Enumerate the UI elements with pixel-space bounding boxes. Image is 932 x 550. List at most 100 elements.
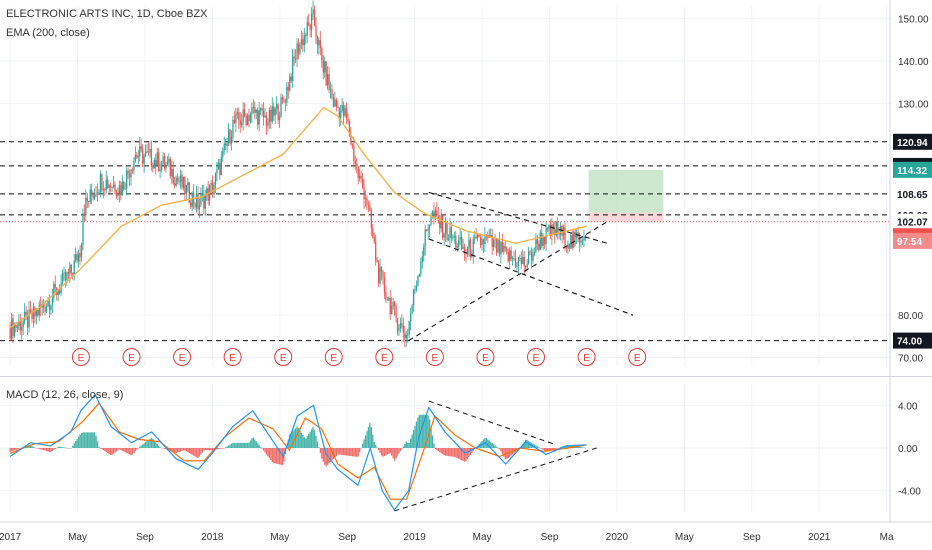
candle	[551, 217, 553, 246]
candle	[131, 167, 134, 174]
macd-histogram-bar	[98, 446, 100, 448]
macd-histogram-bar	[577, 446, 579, 448]
macd-tick-label: -4.00	[898, 487, 921, 498]
candle-body	[526, 263, 528, 268]
candle	[456, 243, 458, 252]
macd-histogram-bar	[377, 448, 380, 451]
macd-histogram-bar	[369, 422, 371, 448]
candle	[152, 162, 154, 173]
candle	[455, 230, 457, 252]
candle	[292, 48, 294, 88]
earnings-circle	[71, 348, 90, 366]
candle	[220, 151, 222, 176]
macd-histogram-bar	[15, 448, 17, 450]
macd-histogram-bar	[324, 448, 326, 465]
candle-body	[136, 154, 138, 158]
candle-body	[198, 205, 201, 210]
candle-body	[430, 216, 432, 225]
candle	[373, 232, 375, 245]
candle	[134, 146, 137, 163]
candle	[24, 303, 26, 325]
candle-body	[153, 160, 155, 169]
macd-histogram-bar	[391, 448, 393, 456]
candle-body	[51, 297, 54, 305]
candle	[510, 246, 512, 262]
candle	[265, 112, 268, 136]
candle	[386, 296, 389, 301]
candle-body	[207, 188, 209, 201]
macd-histogram-bar	[321, 448, 323, 459]
candle	[171, 160, 173, 184]
candle	[318, 37, 320, 55]
candle-body	[60, 283, 62, 294]
candle-body	[490, 235, 492, 237]
macd-histogram-bar	[261, 448, 263, 449]
candle	[405, 331, 407, 348]
candle-body	[517, 257, 520, 267]
candle	[327, 66, 329, 90]
candle-body	[107, 179, 109, 188]
candle-body	[463, 246, 466, 253]
candle	[217, 158, 220, 170]
candle-body	[294, 58, 297, 60]
candle-body	[372, 228, 374, 237]
candle-body	[471, 255, 473, 257]
candle-body	[417, 276, 419, 287]
macd-histogram-bar	[29, 444, 32, 448]
macd-histogram-bar	[67, 448, 70, 449]
candle-body	[22, 321, 24, 327]
candle-body	[420, 262, 422, 275]
candle-body	[242, 109, 244, 123]
macd-histogram-bar	[159, 447, 161, 448]
candle	[421, 251, 423, 269]
candle	[477, 233, 479, 242]
candle	[370, 207, 372, 236]
candle-body	[446, 223, 448, 240]
macd-histogram-bar	[541, 448, 543, 449]
macd-histogram-bar	[163, 448, 166, 449]
macd-histogram-bar	[246, 442, 249, 448]
candle	[321, 46, 323, 68]
macd-histogram-bar	[299, 430, 301, 448]
candle	[525, 265, 527, 273]
candle-body	[380, 267, 383, 272]
candle	[548, 224, 550, 235]
macd-histogram-bar	[497, 447, 499, 449]
earnings-circle	[274, 348, 293, 366]
macd-histogram-bar	[174, 448, 176, 453]
candle	[407, 328, 409, 343]
macd-histogram-bar	[216, 448, 218, 450]
candle-body	[245, 116, 247, 126]
candle	[99, 170, 102, 198]
candle-body	[341, 105, 343, 111]
candle-body	[302, 39, 304, 46]
macd-histogram-bar	[185, 448, 188, 452]
candle-body	[373, 236, 375, 242]
candle-body	[385, 291, 387, 300]
macd-histogram-bar	[460, 448, 463, 461]
candle	[229, 129, 231, 146]
candle	[303, 27, 305, 53]
macd-histogram-bar	[258, 445, 260, 448]
candle	[393, 301, 396, 316]
candle-body	[32, 307, 35, 319]
candle-body	[182, 176, 185, 188]
candle-body	[434, 210, 437, 217]
candle-body	[548, 224, 550, 230]
candle	[469, 237, 472, 261]
candle-body	[410, 313, 412, 322]
candle-body	[440, 215, 442, 229]
candle	[104, 187, 106, 196]
candle	[89, 184, 91, 205]
macd-histogram-bar	[276, 448, 278, 464]
level-label: 108.65	[893, 185, 932, 202]
candle-body	[581, 240, 584, 242]
macd-histogram-bar	[430, 427, 432, 448]
candle-body	[402, 325, 405, 333]
macd-histogram-bar	[60, 446, 62, 448]
candle-body	[321, 47, 323, 60]
candle	[482, 238, 485, 254]
macd-histogram-bar	[423, 414, 425, 448]
macd-histogram-bar	[136, 448, 138, 450]
